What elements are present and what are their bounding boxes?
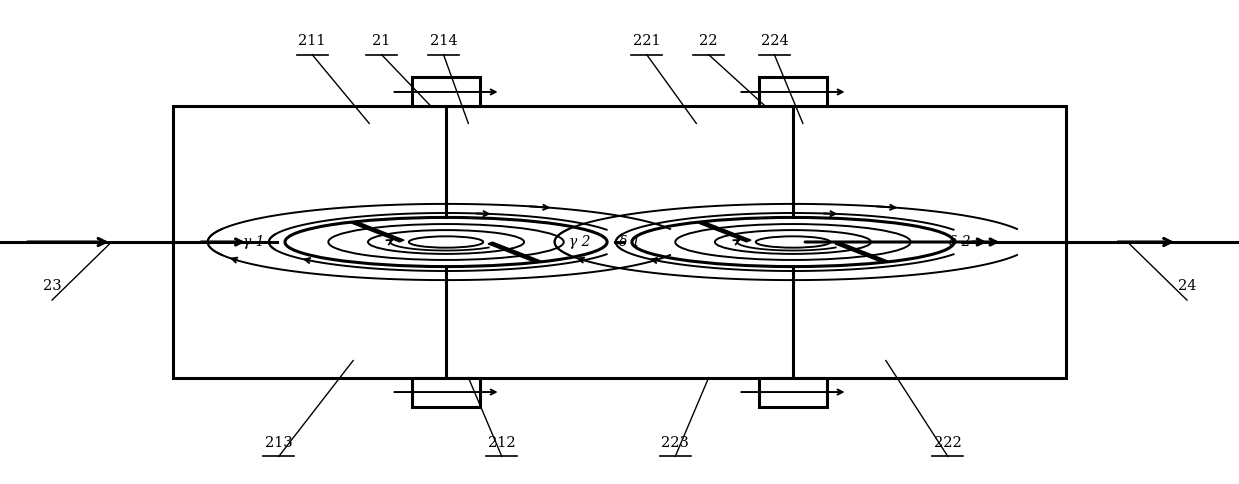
Polygon shape bbox=[699, 221, 751, 242]
Text: 24: 24 bbox=[1178, 279, 1196, 292]
Bar bbox=[411, 378, 479, 407]
Text: 211: 211 bbox=[299, 34, 326, 48]
Text: 222: 222 bbox=[934, 436, 961, 450]
Text: 221: 221 bbox=[633, 34, 660, 48]
Bar bbox=[758, 77, 828, 106]
Text: 212: 212 bbox=[488, 436, 515, 450]
Bar bbox=[758, 378, 828, 407]
Text: γ 1: γ 1 bbox=[243, 235, 265, 249]
Text: γ 2: γ 2 bbox=[569, 235, 591, 249]
Text: 214: 214 bbox=[430, 34, 457, 48]
Text: δ 2: δ 2 bbox=[949, 235, 971, 249]
Bar bbox=[173, 106, 1066, 378]
Text: 23: 23 bbox=[42, 279, 62, 292]
Polygon shape bbox=[488, 242, 540, 263]
Polygon shape bbox=[352, 221, 404, 242]
Bar bbox=[411, 77, 479, 106]
Text: 223: 223 bbox=[662, 436, 689, 450]
Text: 21: 21 bbox=[373, 34, 390, 48]
Text: δ 1: δ 1 bbox=[618, 235, 641, 249]
Text: 224: 224 bbox=[761, 34, 788, 48]
Polygon shape bbox=[835, 242, 887, 263]
Text: 22: 22 bbox=[700, 34, 717, 48]
Text: 213: 213 bbox=[265, 436, 292, 450]
